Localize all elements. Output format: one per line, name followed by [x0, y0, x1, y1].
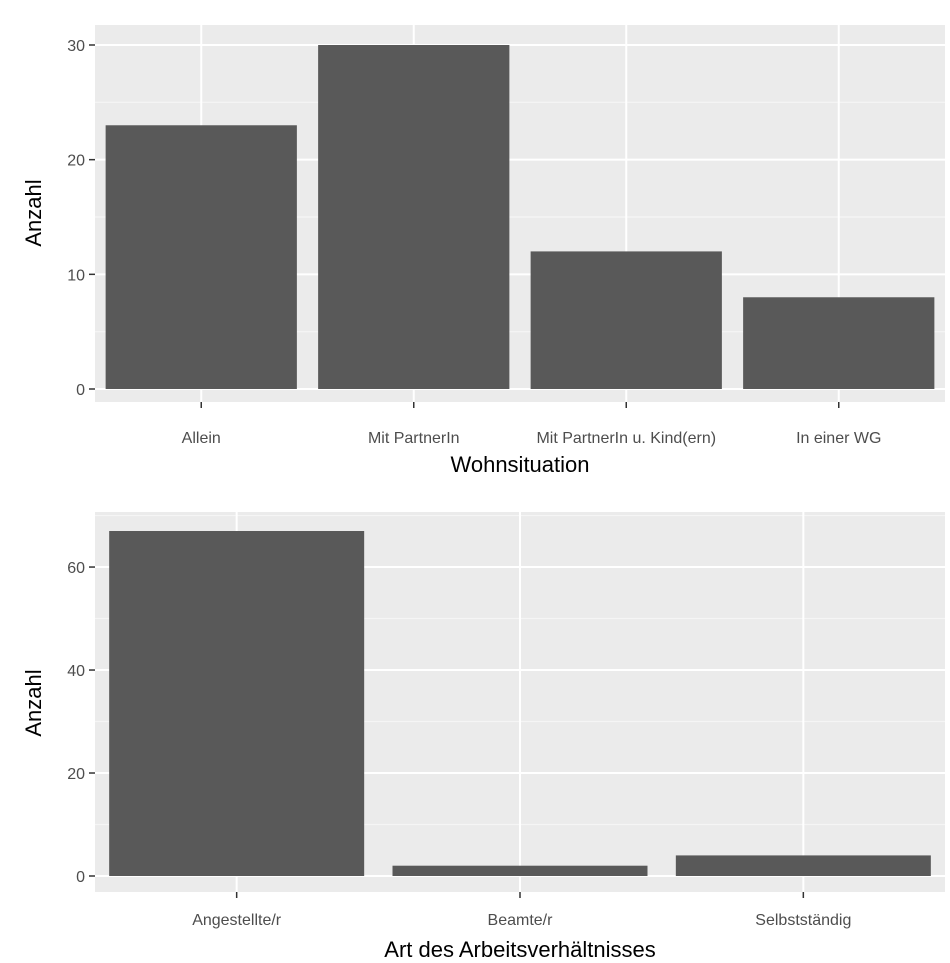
y-tick-label: 30: [67, 38, 85, 55]
x-axis-title: Wohnsituation: [450, 452, 589, 477]
x-tick-label-in-einer-wg: In einer WG: [796, 430, 881, 447]
y-axis-ticks: 0 10 20 30: [67, 38, 95, 399]
bar-selbstst-ndig: [675, 855, 931, 876]
y-tick-label: 10: [67, 267, 85, 284]
x-axis-ticks: Allein Mit PartnerIn Mit PartnerIn u. Kind…: [182, 402, 881, 447]
bars: [109, 531, 931, 876]
y-axis-ticks: 0 20 40 60: [67, 560, 95, 886]
chart-arbeitsverhaeltnis: 0 20 40 60 Angestellte/r Beamte/r Selbstständ…: [21, 512, 945, 962]
y-axis-title: Anzahl: [21, 669, 46, 736]
x-tick-label-mit-partnerin-u-kind-ern: Mit PartnerIn u. Kind(ern): [536, 430, 716, 447]
bar-in-einer-wg: [743, 297, 935, 389]
y-tick-label: 0: [76, 869, 85, 886]
x-tick-label-beamte-r: Beamte/r: [488, 912, 554, 929]
bar-allein: [105, 125, 297, 390]
bar-beamte-r: [392, 865, 648, 876]
y-axis-title: Anzahl: [21, 179, 46, 246]
x-tick-label-selbstst-ndig: Selbstständig: [755, 912, 851, 929]
chart-wohnsituation: 0 10 20 30 Allein Mit PartnerIn Mit PartnerIn…: [21, 25, 945, 477]
y-tick-label: 20: [67, 766, 85, 783]
x-tick-label-allein: Allein: [182, 430, 221, 447]
y-tick-label: 40: [67, 663, 85, 680]
bar-angestellte-r: [109, 531, 365, 876]
x-tick-label-mit-partnerin: Mit PartnerIn: [368, 430, 460, 447]
x-axis-ticks: Angestellte/r Beamte/r Selbstständig: [192, 892, 851, 929]
y-tick-label: 20: [67, 153, 85, 170]
bar-mit-partnerin-u-kind-ern: [530, 251, 722, 389]
x-axis-title: Art des Arbeitsverhältnisses: [384, 937, 655, 962]
bar-mit-partnerin: [318, 45, 510, 389]
y-tick-label: 0: [76, 382, 85, 399]
bars: [105, 45, 935, 390]
x-tick-label-angestellte-r: Angestellte/r: [192, 912, 282, 929]
y-tick-label: 60: [67, 560, 85, 577]
